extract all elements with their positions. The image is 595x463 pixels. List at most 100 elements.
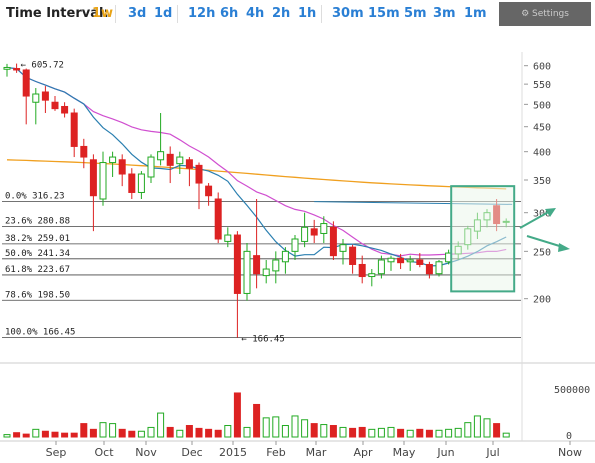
arrow-up-head <box>545 208 556 217</box>
fib-label: 100.0% 166.45 <box>5 328 75 338</box>
y-tick-label: 450 <box>533 123 551 134</box>
candle-body <box>32 93 40 103</box>
high-label: ← 605.72 <box>21 61 64 71</box>
volume-bar <box>233 392 241 438</box>
interval-5m[interactable]: 5m <box>404 6 427 21</box>
candle-body <box>339 244 347 252</box>
volume-bar <box>416 428 424 438</box>
x-tick-label: 2015 <box>219 446 247 459</box>
fib-label: 38.2% 259.01 <box>5 234 70 244</box>
interval-3m[interactable]: 3m <box>433 6 456 21</box>
volume-bar <box>301 419 309 438</box>
volume-bar <box>473 415 481 438</box>
volume-bars <box>3 392 510 438</box>
volume-bar <box>3 434 11 438</box>
interval-1w[interactable]: 1w <box>92 6 114 21</box>
candle-body <box>3 66 11 70</box>
candle-body <box>320 223 328 234</box>
interval-2h[interactable]: 2h <box>272 6 291 21</box>
volume-bar <box>224 425 232 438</box>
candle-body <box>301 226 309 242</box>
candle-body <box>425 263 433 275</box>
interval-1h[interactable]: 1h <box>298 6 317 21</box>
volume-bar <box>61 432 69 438</box>
fib-label: 78.6% 198.50 <box>5 290 70 300</box>
candle-body <box>99 162 107 200</box>
sma-orange <box>6 159 507 190</box>
interval-30m[interactable]: 30m <box>332 6 364 21</box>
settings-button[interactable]: ⚙ Settings <box>499 2 591 26</box>
volume-bar <box>176 429 184 438</box>
volume-bar <box>425 429 433 438</box>
interval-1d[interactable]: 1d <box>154 6 173 21</box>
candle-body <box>406 259 414 263</box>
candle-body <box>128 173 136 193</box>
volume-bar <box>320 424 328 438</box>
candle-body <box>89 159 97 197</box>
y-tick-label: 400 <box>533 148 551 159</box>
y-tick-label: 550 <box>533 80 551 91</box>
interval-1m[interactable]: 1m <box>464 6 487 21</box>
volume-bar <box>70 432 78 438</box>
sma-magenta <box>6 66 507 257</box>
interval-15m[interactable]: 15m <box>368 6 400 21</box>
volume-bar <box>128 430 136 438</box>
separator <box>177 5 178 23</box>
candle-body <box>387 257 395 263</box>
arrow-down-head <box>558 243 570 252</box>
candle-body <box>41 91 49 101</box>
y-tick-label: 300 <box>533 209 551 220</box>
volume-bar <box>483 418 491 438</box>
volume-bar <box>349 427 357 438</box>
candle-body <box>253 255 261 275</box>
candle-body <box>109 156 117 164</box>
volume-bar <box>205 428 213 438</box>
candle-body <box>281 250 289 263</box>
candle-body <box>118 159 126 175</box>
interval-3d[interactable]: 3d <box>128 6 147 21</box>
candle-body <box>137 173 145 193</box>
volume-bar <box>157 412 165 438</box>
volume-bar <box>358 426 366 438</box>
y-axis: 200 250 300 350 400 450 500 550 600 0 500000 <box>524 62 590 442</box>
moving-averages <box>6 66 513 267</box>
candle-body <box>377 259 385 275</box>
annotations: ← 605.72 ← 166.45 <box>21 61 570 345</box>
y-tick-label: 500 <box>533 100 551 111</box>
volume-bar <box>80 423 88 438</box>
candle-body <box>80 145 88 158</box>
y-tick-label: 250 <box>533 247 551 258</box>
volume-bar <box>166 426 174 438</box>
volume-bar <box>397 428 405 438</box>
interval-4h[interactable]: 4h <box>246 6 265 21</box>
candle-body <box>358 263 366 278</box>
interval-12h[interactable]: 12h <box>188 6 216 21</box>
volume-bar <box>502 432 510 438</box>
volume-bar <box>339 426 347 438</box>
x-tick-label: Dec <box>181 446 202 459</box>
x-tick-label: Mar <box>306 446 327 459</box>
volume-tick-label: 500000 <box>554 385 590 396</box>
candle-body <box>176 156 184 165</box>
time-interval-label: Time Interval: <box>6 6 109 21</box>
fib-label: 61.8% 223.67 <box>5 265 70 275</box>
candle-body <box>233 234 241 294</box>
candle-body <box>224 234 232 242</box>
fib-label: 23.6% 280.88 <box>5 217 70 227</box>
volume-bar <box>281 425 289 438</box>
volume-bar <box>137 430 145 438</box>
volume-bar <box>214 429 222 438</box>
candle-body <box>262 268 270 277</box>
y-tick-label: 350 <box>533 176 551 187</box>
candle-body <box>61 105 69 114</box>
low-label: ← 166.45 <box>241 335 284 345</box>
candle-body <box>157 151 165 161</box>
volume-bar <box>185 425 193 438</box>
arrow-up-line <box>519 209 553 229</box>
volume-bar <box>464 422 472 438</box>
candle-body <box>397 257 405 264</box>
interval-6h[interactable]: 6h <box>220 6 239 21</box>
candle-body <box>205 185 213 197</box>
x-tick-label: May <box>393 446 416 459</box>
